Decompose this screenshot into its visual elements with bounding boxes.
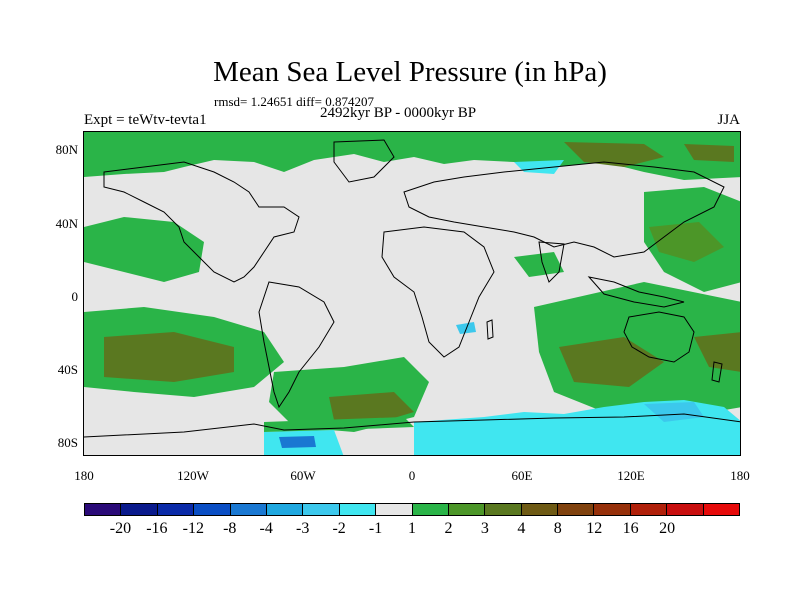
coast-indonesia bbox=[587, 276, 685, 308]
colorbar-swatch bbox=[485, 504, 522, 515]
colorbar-label: -1 bbox=[368, 520, 383, 537]
coast-new-zealand bbox=[711, 361, 723, 383]
colorbar-label: -16 bbox=[146, 520, 168, 537]
colorbar-swatch bbox=[667, 504, 704, 515]
field-antarctic-green-strip bbox=[264, 417, 414, 432]
colorbar-swatch bbox=[630, 504, 668, 515]
field-aus-brown bbox=[694, 332, 740, 372]
coast-india bbox=[538, 241, 565, 283]
colorbar-label: -20 bbox=[109, 520, 132, 537]
colorbar-swatch bbox=[558, 504, 595, 515]
colorbar-swatch bbox=[230, 504, 267, 515]
colorbar-label: -4 bbox=[259, 520, 273, 537]
period-label: 2492kyr BP - 0000kyr BP bbox=[320, 105, 477, 121]
field-africa-cyan bbox=[456, 322, 476, 334]
coast-greenland bbox=[333, 139, 395, 183]
colorbar-label: 16 bbox=[622, 520, 639, 537]
field-antarctic-blue bbox=[279, 436, 316, 448]
map-svg bbox=[84, 132, 740, 455]
field-satlantic-brown bbox=[329, 392, 414, 424]
field-arctic-brown bbox=[564, 142, 664, 167]
field-npacific-green bbox=[84, 217, 204, 282]
chart-title: Mean Sea Level Pressure (in hPa) bbox=[213, 56, 607, 88]
colorbar-swatch bbox=[703, 504, 740, 515]
lon-label-60w: 60W bbox=[290, 468, 316, 483]
colorbar-swatch bbox=[521, 504, 559, 515]
field-indian-brown bbox=[559, 337, 664, 387]
coast-north-america bbox=[103, 161, 300, 283]
lon-label-60e: 60E bbox=[511, 468, 533, 483]
coast-africa bbox=[381, 226, 495, 358]
field-spacific-brown bbox=[104, 332, 234, 382]
lon-label-180e: 180 bbox=[730, 468, 750, 483]
colorbar-label: 8 bbox=[553, 520, 562, 537]
field-npacific-olive bbox=[649, 222, 724, 262]
colorbar-label: 3 bbox=[480, 520, 489, 537]
colorbar-label: 2 bbox=[444, 520, 453, 537]
coastlines bbox=[84, 139, 740, 438]
colorbar-label: -12 bbox=[182, 520, 204, 537]
lon-label-0: 0 bbox=[408, 468, 416, 483]
experiment-label: Expt = teWtv-tevta1 bbox=[84, 112, 207, 128]
lon-label-120e: 120E bbox=[617, 468, 645, 483]
colorbar-label: 1 bbox=[408, 520, 416, 537]
lat-label-40s: 40S bbox=[57, 362, 78, 377]
colorbar-swatch bbox=[303, 504, 340, 515]
coast-australia bbox=[623, 311, 695, 363]
coast-south-america bbox=[258, 281, 335, 409]
coast-madagascar bbox=[486, 319, 494, 340]
colorbar-label: -3 bbox=[295, 520, 310, 537]
field-natlantic-green bbox=[514, 252, 564, 277]
colorbar-swatch bbox=[376, 504, 413, 515]
colorbar-swatch bbox=[266, 504, 304, 515]
colorbar-label: 20 bbox=[659, 520, 676, 537]
colorbar-swatch bbox=[121, 504, 158, 515]
coast-eurasia bbox=[403, 161, 725, 258]
map-panel bbox=[83, 131, 741, 456]
lat-label-40n: 40N bbox=[55, 216, 78, 231]
lat-label-80n: 80N bbox=[55, 142, 78, 157]
stats-text: rmsd= 1.24651 diff= 0.874207 bbox=[214, 94, 374, 109]
colorbar-label: -2 bbox=[332, 520, 346, 537]
colorbar-label: 4 bbox=[517, 520, 526, 537]
season-label: JJA bbox=[717, 112, 740, 128]
coast-antarctica bbox=[84, 413, 740, 438]
colorbar-swatch bbox=[157, 504, 195, 515]
lon-label-120w: 120W bbox=[177, 468, 209, 483]
colorbar bbox=[84, 503, 740, 516]
colorbar-label: -8 bbox=[223, 520, 237, 537]
lat-label-80s: 80S bbox=[57, 435, 78, 450]
colorbar-swatch bbox=[594, 504, 631, 515]
colorbar-swatch bbox=[339, 504, 377, 515]
field-antarctic-lightblue bbox=[644, 402, 704, 422]
colorbar-swatch bbox=[412, 504, 449, 515]
field-arctic-cyan bbox=[514, 160, 564, 174]
colorbar-swatch bbox=[448, 504, 486, 515]
colorbar-swatch bbox=[194, 504, 231, 515]
lat-label-0: 0 bbox=[71, 289, 79, 304]
colorbar-label: 12 bbox=[586, 520, 603, 537]
field-arctic-brown-2 bbox=[684, 144, 734, 162]
colorbar-swatch bbox=[85, 504, 122, 515]
lon-label-180w: 180 bbox=[74, 468, 94, 483]
